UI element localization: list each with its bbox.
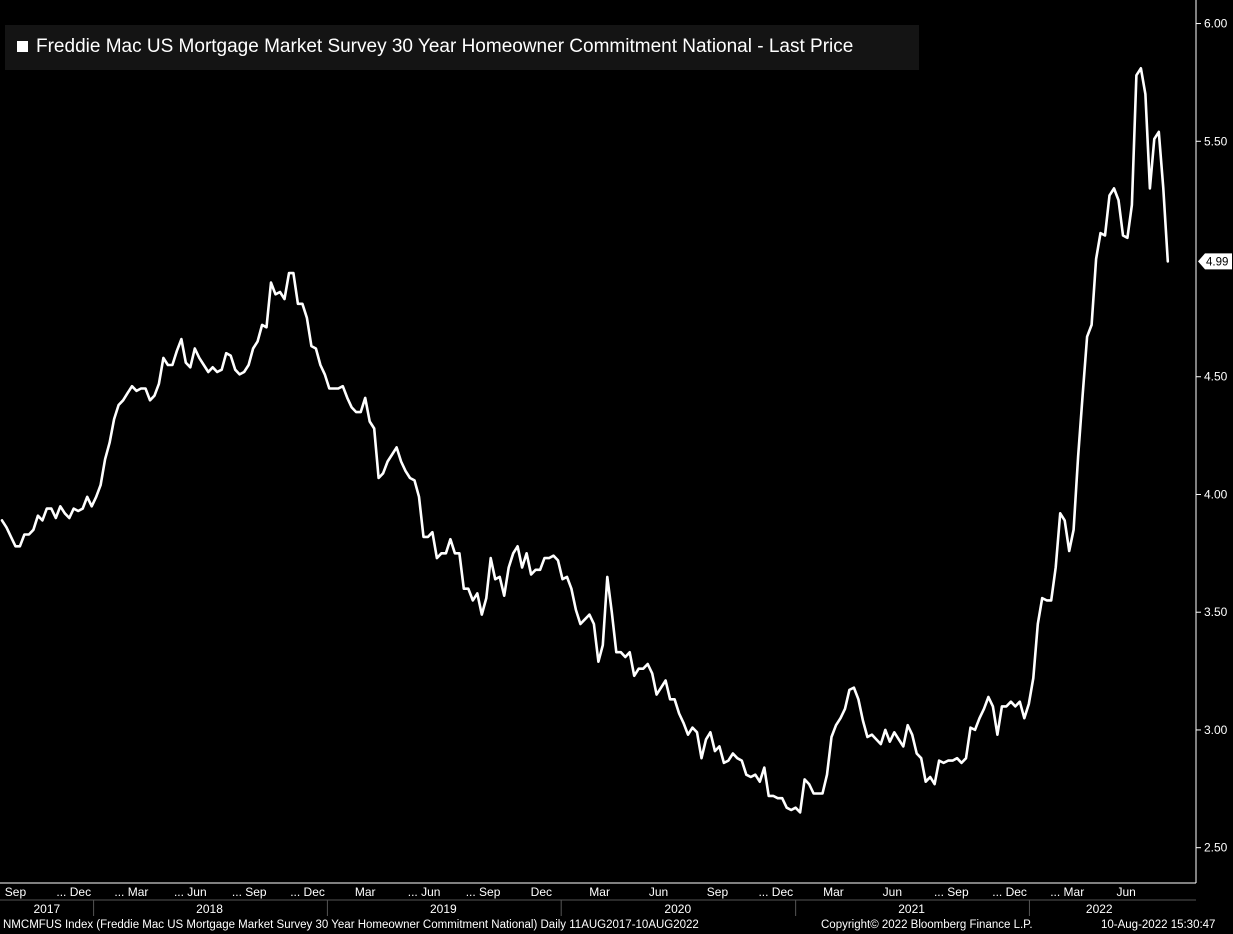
last-value-label: 4.99 xyxy=(1206,256,1228,268)
x-year-label: 2019 xyxy=(430,902,457,916)
x-year-label: 2020 xyxy=(664,902,691,916)
x-tick-label: ... Jun xyxy=(408,885,441,899)
y-tick-label: 4.50 xyxy=(1204,370,1228,384)
x-tick-label: Mar xyxy=(823,885,844,899)
x-tick-label: Sep xyxy=(5,885,27,899)
y-tick-label: 6.00 xyxy=(1204,17,1228,31)
y-tick-label: 3.00 xyxy=(1204,723,1228,737)
x-tick-label: Jun xyxy=(649,885,668,899)
x-tick-label: ... Sep xyxy=(934,885,969,899)
y-tick-label: 3.50 xyxy=(1204,605,1228,619)
x-tick-label: ... Sep xyxy=(232,885,267,899)
last-value-label-bg xyxy=(1198,253,1232,270)
x-year-label: 2018 xyxy=(196,902,223,916)
footer-timestamp: 10-Aug-2022 15:30:47 xyxy=(1101,919,1216,931)
axes xyxy=(0,0,1197,901)
x-tick-label: Dec xyxy=(531,885,552,899)
x-tick-label: ... Dec xyxy=(992,885,1027,899)
y-axis-ticks: 2.50 3.00 3.50 4.00 4.50 5.50 6.00 xyxy=(1196,17,1228,855)
x-tick-label: ... Dec xyxy=(758,885,793,899)
x-tick-label: ... Dec xyxy=(290,885,325,899)
x-tick-label: Sep xyxy=(707,885,729,899)
footer-source: NMCMFUS Index (Freddie Mac US Mortgage M… xyxy=(3,919,699,931)
x-year-label: 2017 xyxy=(33,902,60,916)
x-tick-label: ... Mar xyxy=(1050,885,1084,899)
y-tick-label: 5.50 xyxy=(1204,134,1228,148)
y-tick-label: 2.50 xyxy=(1204,841,1228,855)
x-tick-label: ... Jun xyxy=(174,885,207,899)
x-tick-label: ... Dec xyxy=(56,885,91,899)
last-value-marker: 4.99 xyxy=(1198,253,1232,270)
legend: Freddie Mac US Mortgage Market Survey 30… xyxy=(5,25,919,70)
x-tick-label: ... Mar xyxy=(114,885,148,899)
legend-label: Freddie Mac US Mortgage Market Survey 30… xyxy=(36,36,854,57)
x-tick-label: Mar xyxy=(589,885,610,899)
x-year-label: 2022 xyxy=(1086,902,1113,916)
x-year-label: 2021 xyxy=(898,902,925,916)
y-tick-label: 4.00 xyxy=(1204,487,1228,501)
x-axis-ticks: Sep ... Dec ... Mar ... Jun ... Sep ... Dec Ma… xyxy=(5,885,1136,916)
series-line xyxy=(0,67,1170,814)
x-tick-label: ... Sep xyxy=(466,885,501,899)
x-tick-label: Jun xyxy=(883,885,902,899)
footer-copyright: Copyright© 2022 Bloomberg Finance L.P. xyxy=(821,919,1033,931)
legend-swatch xyxy=(17,41,28,52)
x-tick-label: Mar xyxy=(355,885,376,899)
x-tick-label: Jun xyxy=(1116,885,1135,899)
